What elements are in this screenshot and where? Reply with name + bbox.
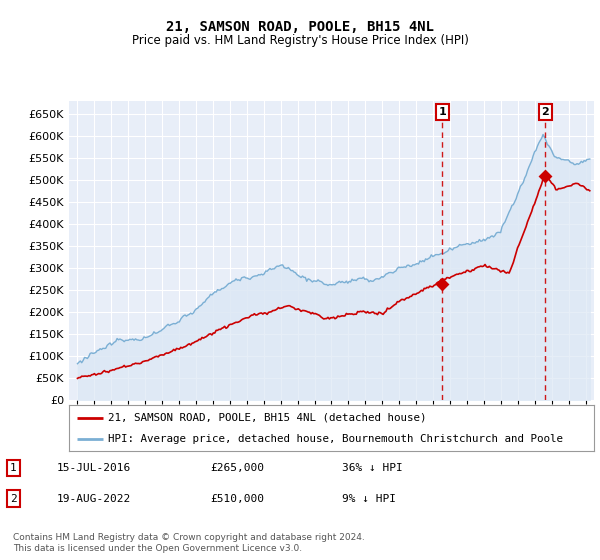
Text: 15-JUL-2016: 15-JUL-2016 [57,463,131,473]
Text: £510,000: £510,000 [210,493,264,503]
Text: 36% ↓ HPI: 36% ↓ HPI [342,463,403,473]
Text: 1: 1 [10,463,17,473]
Text: Contains HM Land Registry data © Crown copyright and database right 2024.
This d: Contains HM Land Registry data © Crown c… [13,533,365,553]
Point [541,171,550,180]
Text: HPI: Average price, detached house, Bournemouth Christchurch and Poole: HPI: Average price, detached house, Bour… [109,435,563,444]
Text: 19-AUG-2022: 19-AUG-2022 [57,493,131,503]
Text: 2: 2 [10,493,17,503]
Text: 1: 1 [439,107,446,117]
Text: £265,000: £265,000 [210,463,264,473]
Text: 21, SAMSON ROAD, POOLE, BH15 4NL (detached house): 21, SAMSON ROAD, POOLE, BH15 4NL (detach… [109,413,427,423]
Text: 2: 2 [542,107,549,117]
Point [437,279,447,288]
Text: 9% ↓ HPI: 9% ↓ HPI [342,493,396,503]
Text: Price paid vs. HM Land Registry's House Price Index (HPI): Price paid vs. HM Land Registry's House … [131,34,469,46]
Text: 21, SAMSON ROAD, POOLE, BH15 4NL: 21, SAMSON ROAD, POOLE, BH15 4NL [166,20,434,34]
